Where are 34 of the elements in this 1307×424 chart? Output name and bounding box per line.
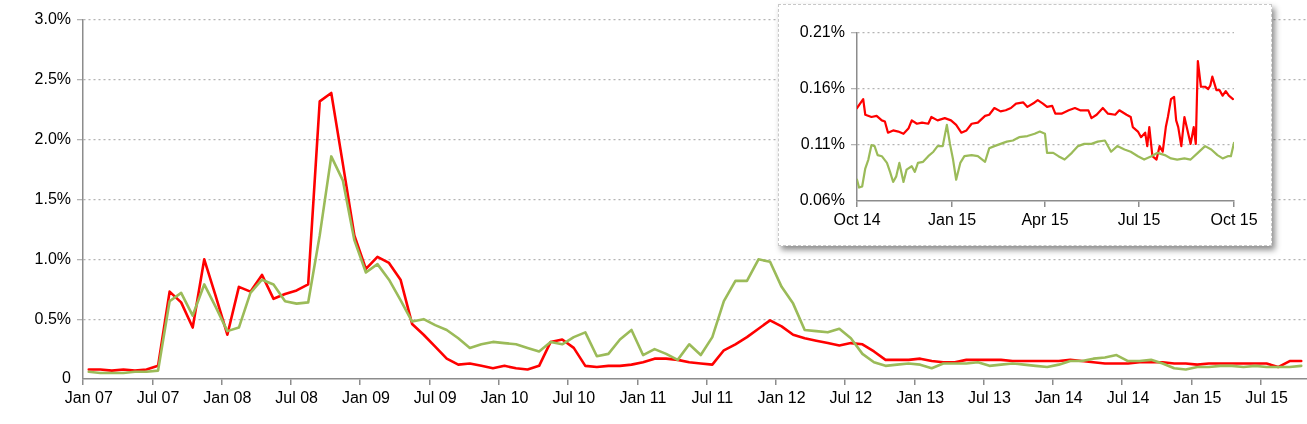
y-tick-label: 0.21% bbox=[799, 23, 845, 41]
y-tick-label: 0.11% bbox=[800, 135, 845, 153]
x-tick-label: Jul 07 bbox=[136, 389, 180, 407]
x-tick-label: Jul 12 bbox=[829, 389, 873, 407]
x-tick-label: Jan 13 bbox=[896, 389, 945, 407]
x-tick-label: Jul 15 bbox=[1117, 211, 1161, 229]
x-tick-label: Apr 15 bbox=[1021, 211, 1069, 229]
x-tick-label: Jan 07 bbox=[64, 389, 113, 407]
x-tick-label: Jan 15 bbox=[1173, 389, 1222, 407]
x-tick-label: Jul 10 bbox=[552, 389, 596, 407]
y-tick-label: 3.0% bbox=[34, 10, 71, 28]
x-tick-label: Jan 08 bbox=[203, 389, 252, 407]
y-tick-label: 0.16% bbox=[799, 79, 845, 97]
x-tick-label: Jan 10 bbox=[480, 389, 529, 407]
x-tick-label: Jan 09 bbox=[341, 389, 391, 407]
x-tick-label: Jul 09 bbox=[413, 389, 457, 407]
x-tick-label: Oct 15 bbox=[1210, 211, 1258, 229]
y-tick-label: 2.5% bbox=[34, 70, 71, 88]
x-tick-label: Jul 15 bbox=[1245, 389, 1289, 407]
x-tick-label: Oct 14 bbox=[833, 211, 881, 229]
y-tick-label: 1.0% bbox=[34, 249, 71, 267]
y-tick-label: 0 bbox=[62, 369, 72, 387]
x-tick-label: Jan 12 bbox=[757, 389, 806, 407]
y-tick-label: 2.0% bbox=[34, 130, 71, 148]
x-tick-label: Jul 14 bbox=[1106, 389, 1150, 407]
x-tick-label: Jul 08 bbox=[275, 389, 319, 407]
x-tick-label: Jan 15 bbox=[928, 211, 977, 229]
y-tick-label: 0.06% bbox=[799, 191, 845, 209]
x-tick-label: Jan 14 bbox=[1034, 389, 1083, 407]
x-tick-label: Jul 11 bbox=[691, 389, 734, 407]
x-tick-label: Jul 13 bbox=[968, 389, 1011, 407]
y-tick-label: 0.5% bbox=[34, 309, 71, 327]
x-tick-label: Jan 11 bbox=[619, 389, 667, 407]
y-tick-label: 1.5% bbox=[34, 189, 71, 207]
